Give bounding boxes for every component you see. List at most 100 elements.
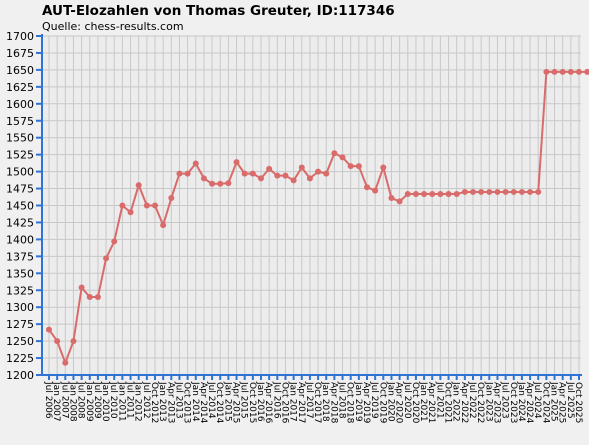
x-tick-label: Jul 2008	[76, 381, 86, 419]
x-tick-label: Oct 2015	[247, 382, 257, 423]
data-point	[135, 182, 142, 189]
data-point	[200, 175, 207, 182]
y-tick-label: 1275	[6, 318, 34, 331]
data-point	[78, 284, 85, 291]
y-tick-label: 1200	[6, 369, 34, 382]
data-point	[258, 175, 264, 182]
data-point	[567, 68, 574, 75]
data-point	[160, 222, 167, 229]
data-point	[241, 170, 248, 177]
y-tick-label: 1525	[6, 149, 34, 162]
y-tick-label: 1425	[6, 216, 34, 229]
data-point	[364, 184, 370, 191]
data-point	[54, 338, 61, 345]
data-point	[143, 202, 150, 209]
x-tick-label: Jan 2020	[385, 381, 395, 422]
data-point	[168, 195, 175, 202]
data-point	[380, 164, 387, 171]
x-tick-label: Apr 2017	[296, 382, 306, 423]
data-point	[62, 359, 69, 366]
x-tick-label: Apr 2024	[524, 382, 534, 424]
x-tick-label: Jul 2009	[92, 381, 102, 419]
data-point	[551, 68, 558, 75]
y-tick-label: 1575	[6, 115, 34, 128]
data-point	[298, 164, 305, 171]
data-point	[502, 188, 509, 195]
x-tick-label: Jan 2019	[353, 381, 363, 422]
x-tick-label: Oct 2012	[149, 382, 159, 423]
x-tick-label: Apr 2025	[557, 382, 567, 423]
y-tick-label: 1375	[6, 250, 34, 263]
data-point	[315, 168, 322, 175]
x-tick-label: Jan 2008	[67, 381, 77, 422]
x-tick-label: Oct 2021	[443, 382, 453, 423]
x-tick-label: Jul 2006	[43, 381, 53, 419]
data-point	[518, 188, 525, 195]
data-point	[225, 180, 232, 187]
data-point	[119, 202, 126, 209]
x-tick-label: Oct 2019	[377, 382, 387, 424]
data-point	[306, 175, 313, 182]
x-tick-label: Jul 2007	[59, 381, 69, 419]
x-tick-label: Jul 2016	[271, 381, 281, 419]
x-tick-label: Jan 2017	[288, 381, 298, 422]
y-tick-label: 1500	[6, 166, 34, 179]
x-tick-label: Jan 2013	[157, 381, 167, 422]
data-point	[347, 163, 354, 170]
data-point	[339, 154, 346, 161]
x-tick-label: Jul 2015	[239, 381, 249, 419]
data-point	[266, 165, 273, 172]
data-point	[94, 294, 101, 301]
data-point	[274, 172, 281, 179]
x-tick-label: Jul 2017	[304, 381, 314, 419]
y-tick-label: 1450	[6, 200, 34, 213]
axes: 1200 1225 1250 1275 1300 1325 1350 1375 1400 1425…	[6, 30, 583, 424]
x-tick-label: Oct 2014	[214, 382, 224, 424]
x-tick-label: Jul 2023	[500, 381, 510, 419]
y-tick-label: 1350	[6, 267, 34, 280]
y-tick-label: 1650	[6, 64, 34, 77]
x-tick-label: Oct 2017	[312, 382, 322, 423]
x-tick-label: Oct 2016	[279, 382, 289, 424]
x-tick-label: Jan 2009	[84, 381, 94, 422]
x-tick-label: Jul 2025	[565, 381, 575, 419]
data-point	[445, 190, 452, 197]
y-tick-label: 1600	[6, 98, 34, 111]
y-tick-label: 1550	[6, 132, 34, 145]
data-point	[372, 187, 379, 194]
x-tick-label: Oct 2025	[573, 382, 583, 423]
x-tick-label: Jul 2013	[173, 381, 183, 419]
y-tick-label: 1225	[6, 352, 34, 365]
x-tick-label: Jul 2021	[434, 381, 444, 419]
data-point	[461, 188, 468, 195]
x-tick-label: Apr 2018	[328, 382, 338, 424]
x-tick-label: Oct 2024	[540, 382, 550, 424]
x-tick-label: Jul 2018	[337, 381, 347, 419]
y-tick-label: 1325	[6, 284, 34, 297]
x-tick-label: Jul 2011	[125, 381, 135, 419]
data-point	[421, 190, 428, 197]
data-point	[543, 68, 550, 75]
x-tick-label: Jan 2018	[320, 381, 330, 422]
data-point	[331, 150, 338, 157]
x-tick-label: Apr 2013	[165, 382, 175, 423]
grid	[42, 35, 581, 376]
x-tick-label: Oct 2022	[475, 382, 485, 423]
data-point	[46, 326, 52, 333]
data-point	[527, 188, 534, 195]
data-point	[111, 238, 118, 245]
data-point	[209, 180, 216, 187]
data-point	[127, 209, 134, 216]
x-tick-label: Jan 2014	[190, 381, 200, 422]
x-tick-label: Apr 2023	[491, 382, 501, 423]
data-point	[486, 188, 493, 195]
x-tick-label: Apr 2016	[263, 382, 273, 424]
y-tick-label: 1250	[6, 335, 34, 348]
data-point	[478, 188, 485, 195]
data-point	[282, 172, 289, 179]
data-point	[576, 68, 582, 75]
chart-title: AUT-Elozahlen von Thomas Greuter, ID:117…	[42, 3, 395, 19]
x-tick-label: Apr 2019	[361, 382, 371, 424]
x-tick-label: Jul 2010	[108, 381, 118, 419]
data-point	[70, 338, 77, 345]
